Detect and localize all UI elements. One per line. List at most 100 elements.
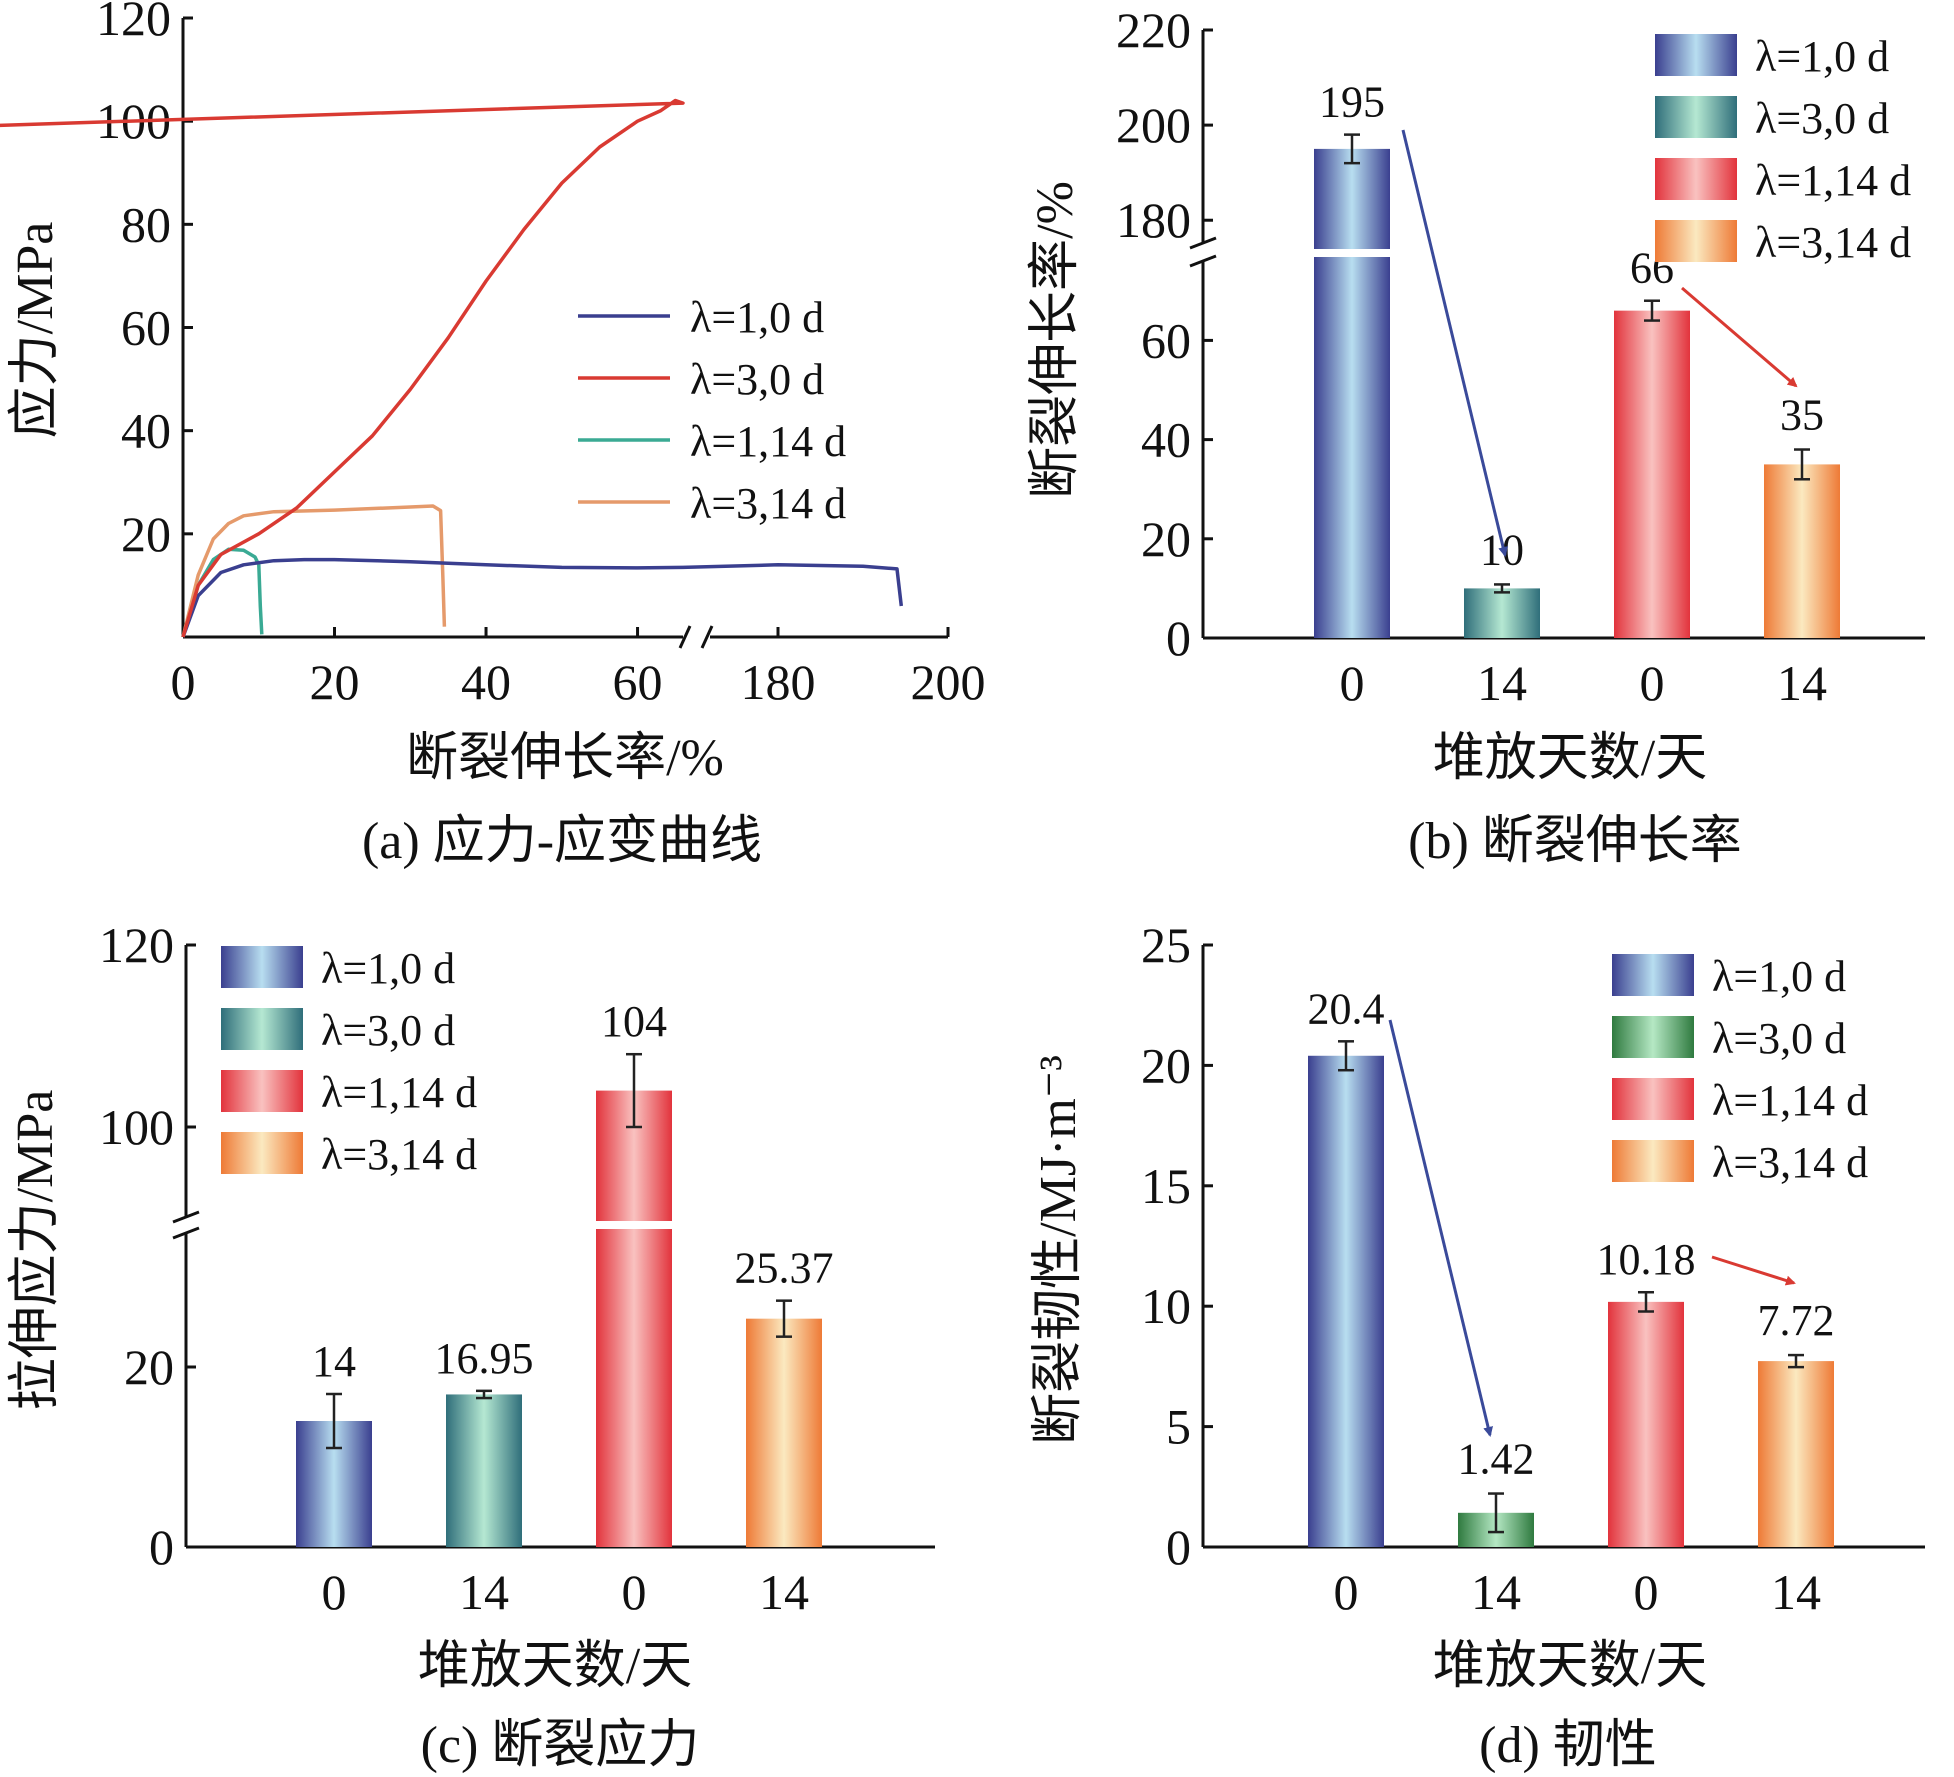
panel-b-xtick-label: 0: [1340, 655, 1365, 711]
panel-c-xlabel: 堆放天数/天: [418, 1638, 692, 1695]
panel-b-bar: [1464, 588, 1540, 638]
panel-a-series-line: [181, 557, 904, 638]
panel-c-legend-swatch: [221, 1132, 303, 1174]
panel-a-axes: [181, 18, 948, 639]
panel-a-series-line: [181, 504, 447, 638]
panel-b-legend-label: λ=3,14 d: [1755, 218, 1911, 267]
panel-c-xtick-label: 14: [459, 1564, 509, 1620]
panel-b-ytick-label: 180: [1116, 192, 1191, 248]
panel-c-legend-label: λ=1,0 d: [321, 944, 455, 993]
panel-a-ylabel: 应力/MPa: [7, 222, 64, 439]
panel-d-legend-label: λ=3,14 d: [1712, 1138, 1868, 1187]
panel-c-xtick-label: 0: [622, 1564, 647, 1620]
panel-c-xtick-label: 14: [759, 1564, 809, 1620]
panel-d-ytick-label: 15: [1141, 1158, 1191, 1214]
panel-d-value-label: 10.18: [1597, 1235, 1696, 1284]
panel-c-ylabel: 拉伸应力/MPa: [7, 1090, 64, 1411]
panel-d: 0 5 10 15 20 25 0 14 0 14 20.4 1.42 10.18 7.72 λ=1,…: [1030, 917, 1925, 1774]
panel-c-ytick-label: 100: [99, 1099, 174, 1155]
panel-b-bar: [1614, 310, 1690, 638]
panel-d-legend-swatch: [1612, 1078, 1694, 1120]
panel-d-xtick-label: 0: [1634, 1564, 1659, 1620]
panel-c-ytick-label: 20: [124, 1339, 174, 1395]
panel-d-value-label: 20.4: [1308, 984, 1385, 1033]
panel-d-xtick-label: 0: [1334, 1564, 1359, 1620]
panel-c-value-label: 25.37: [735, 1244, 834, 1293]
panel-d-legend-swatch: [1612, 954, 1694, 996]
panel-a-ytick-label: 80: [121, 196, 171, 252]
panel-b-value-label: 35: [1780, 391, 1824, 440]
panel-b-legend-label: λ=1,0 d: [1755, 32, 1889, 81]
panel-b-ytick-label: 0: [1166, 610, 1191, 666]
panel-c-value-label: 14: [312, 1337, 356, 1386]
panel-a-legend-label: λ=3,0 d: [690, 355, 824, 404]
panel-a-xtick-label: 200: [911, 654, 986, 710]
panel-a-legend-label: λ=3,14 d: [690, 479, 846, 528]
panel-a-caption: (a) 应力-应变曲线: [362, 813, 762, 870]
panel-a-xbreak-mark: [678, 625, 714, 649]
panel-c-legend-swatch: [221, 946, 303, 988]
panel-c-legend-label: λ=1,14 d: [321, 1068, 477, 1117]
panel-d-xlabel: 堆放天数/天: [1433, 1638, 1707, 1695]
panel-b-xtick-label: 14: [1777, 655, 1827, 711]
panel-c-ybreak-mark: [172, 1210, 200, 1240]
panel-d-ytick-label: 5: [1166, 1399, 1191, 1455]
panel-a-xtick-label: 20: [310, 654, 360, 710]
panel-c-legend-label: λ=3,0 d: [321, 1006, 455, 1055]
panel-b-bar: [1314, 148, 1390, 638]
panel-a-xlabel: 断裂伸长率/%: [406, 730, 724, 787]
panel-b-ylabel: 断裂伸长率/%: [1027, 181, 1084, 499]
panel-d-value-label: 7.72: [1758, 1296, 1835, 1345]
panel-b-arrow-red: [1681, 286, 1798, 388]
panel-d-arrow-blue: [1388, 1019, 1493, 1437]
panel-b-arrow-blue: [1401, 129, 1508, 557]
panel-a-ytick-label: 40: [121, 403, 171, 459]
panel-b-bar: [1764, 464, 1840, 638]
panel-d-ylabel: 断裂韧性/MJ·m⁻³: [1030, 1055, 1087, 1445]
panel-d-legend-label: λ=3,0 d: [1712, 1014, 1846, 1063]
panel-b-bar-break: [1312, 249, 1392, 257]
panel-a-legend-label: λ=1,0 d: [690, 293, 824, 342]
panel-a-ytick-label: 60: [121, 300, 171, 356]
panel-a-xtick-label: 0: [171, 654, 196, 710]
panel-c-ytick-label: 120: [99, 917, 174, 973]
panel-a-legend-label: λ=1,14 d: [690, 417, 846, 466]
panel-d-bar: [1608, 1301, 1684, 1547]
panel-b-ytick-label: 20: [1141, 511, 1191, 567]
panel-b-ytick-label: 40: [1141, 412, 1191, 468]
panel-b-legend-swatch: [1655, 34, 1737, 76]
panel-c-legend-swatch: [221, 1008, 303, 1050]
panel-c-caption: (c) 断裂应力: [421, 1717, 700, 1774]
panel-b-legend-swatch: [1655, 158, 1737, 200]
panel-c: 0 20 100 120 0 14 0 14 14 16.95 104 25.37 λ=1,0 d…: [7, 917, 935, 1774]
panel-c-bar-break: [594, 1221, 674, 1229]
panel-b-ytick-label: 220: [1116, 2, 1191, 58]
panel-b-xtick-label: 0: [1640, 655, 1665, 711]
panel-d-xtick-label: 14: [1471, 1564, 1521, 1620]
panel-c-legend-swatch: [221, 1070, 303, 1112]
panel-d-ytick-label: 20: [1141, 1037, 1191, 1093]
panel-d-ytick-label: 25: [1141, 917, 1191, 973]
panel-b-value-label: 195: [1319, 78, 1385, 127]
panel-b-ytick-label: 60: [1141, 312, 1191, 368]
panel-d-arrow-red: [1711, 1255, 1796, 1286]
panel-d-legend-swatch: [1612, 1140, 1694, 1182]
panel-b-caption: (b) 断裂伸长率: [1408, 813, 1742, 870]
panel-b-legend-swatch: [1655, 220, 1737, 262]
panel-d-bar: [1308, 1055, 1384, 1547]
panel-d-legend-swatch: [1612, 1016, 1694, 1058]
panel-d-value-label: 1.42: [1458, 1435, 1535, 1484]
panel-c-bar: [746, 1318, 822, 1547]
panel-a-xtick-label: 60: [613, 654, 663, 710]
panel-b-ybreak-mark: [1189, 236, 1217, 268]
panel-d-caption: (d) 韧性: [1479, 1717, 1657, 1774]
panel-a-series-line: [0, 98, 685, 638]
panel-c-bar: [446, 1394, 522, 1547]
panel-b-xtick-label: 14: [1477, 655, 1527, 711]
panel-d-legend-label: λ=1,14 d: [1712, 1076, 1868, 1125]
panel-c-xtick-label: 0: [322, 1564, 347, 1620]
panel-b-legend-swatch: [1655, 96, 1737, 138]
panel-b-legend-label: λ=3,0 d: [1755, 94, 1889, 143]
